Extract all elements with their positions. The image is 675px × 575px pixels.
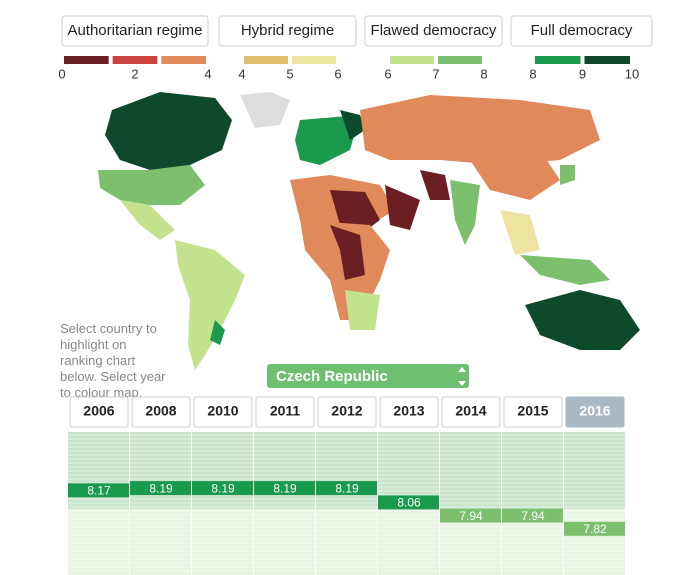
country-select[interactable]: Czech Republic <box>267 364 469 388</box>
legend-tick: 4 <box>238 66 245 81</box>
legend-tick: 6 <box>334 66 341 81</box>
band-lower <box>192 509 253 575</box>
year-label: 2008 <box>145 403 176 419</box>
legend-swatch <box>438 56 482 64</box>
band-upper <box>564 432 625 509</box>
band-upper <box>316 432 377 509</box>
score-bar <box>254 481 315 496</box>
score-label: 8.19 <box>211 481 235 495</box>
score-bar <box>68 483 129 498</box>
score-label: 8.19 <box>149 481 173 495</box>
legend-tick: 0 <box>58 66 65 81</box>
band-lower <box>254 509 315 575</box>
score-label: 8.19 <box>273 481 297 495</box>
year-button[interactable] <box>503 396 563 428</box>
legend-tick: 4 <box>204 66 211 81</box>
year-label: 2013 <box>393 403 424 419</box>
country-select-label[interactable]: Czech Republic <box>276 368 388 385</box>
legend-label: Hybrid regime <box>241 22 334 39</box>
score-label: 7.94 <box>521 509 545 523</box>
legend-swatch <box>390 56 434 64</box>
year-button[interactable] <box>69 396 129 428</box>
score-bar <box>192 481 253 496</box>
band-lower <box>68 509 129 575</box>
legend-button[interactable] <box>510 15 653 47</box>
year-button[interactable] <box>193 396 253 428</box>
year-button[interactable] <box>565 396 625 428</box>
year-button[interactable] <box>131 396 191 428</box>
band-lower <box>316 509 377 575</box>
year-label: 2006 <box>83 403 114 419</box>
band-upper <box>254 432 315 509</box>
year-label: 2010 <box>207 403 238 419</box>
legend-tick: 2 <box>131 66 138 81</box>
legend-swatch <box>64 56 109 64</box>
legend-button[interactable] <box>364 15 503 47</box>
score-label: 7.82 <box>583 522 607 536</box>
year-button[interactable] <box>255 396 315 428</box>
score-label: 8.17 <box>87 483 111 497</box>
score-label: 8.06 <box>397 496 421 510</box>
score-bar <box>440 508 501 523</box>
band-lower <box>564 509 625 575</box>
band-lower <box>378 509 439 575</box>
score-bar <box>502 508 563 523</box>
year-button[interactable] <box>317 396 377 428</box>
score-label: 8.19 <box>335 481 359 495</box>
legend-swatch <box>244 56 288 64</box>
legend-label: Flawed democracy <box>371 22 497 39</box>
legend-button[interactable] <box>218 15 357 47</box>
year-button[interactable] <box>441 396 501 428</box>
band-upper <box>130 432 191 509</box>
band-upper <box>192 432 253 509</box>
legend-swatch <box>584 56 630 64</box>
legend-label: Full democracy <box>531 22 633 39</box>
legend-tick: 7 <box>432 66 439 81</box>
score-bar <box>316 481 377 496</box>
legend-swatch <box>535 56 581 64</box>
year-label: 2011 <box>270 403 301 419</box>
band-upper <box>502 432 563 509</box>
year-label: 2016 <box>579 403 610 419</box>
legend-swatch <box>161 56 206 64</box>
score-label: 7.94 <box>459 509 483 523</box>
legend-tick: 6 <box>384 66 391 81</box>
legend-tick: 9 <box>579 66 586 81</box>
instructions-text: Select country to highlight on ranking cha… <box>60 321 166 400</box>
legend-tick: 8 <box>480 66 487 81</box>
band-upper <box>440 432 501 509</box>
world-map[interactable] <box>98 92 640 370</box>
score-bar <box>378 495 439 510</box>
legend-tick: 8 <box>529 66 536 81</box>
score-bar <box>564 521 625 536</box>
legend-button[interactable] <box>61 15 209 47</box>
score-bar <box>130 481 191 496</box>
year-button[interactable] <box>379 396 439 428</box>
band-lower <box>130 509 191 575</box>
legend-label: Authoritarian regime <box>67 22 202 39</box>
legend-tick: 10 <box>625 66 639 81</box>
year-label: 2012 <box>331 403 362 419</box>
legend-tick: 5 <box>286 66 293 81</box>
year-label: 2014 <box>455 403 486 419</box>
legend-swatch <box>112 56 158 64</box>
year-label: 2015 <box>517 403 548 419</box>
legend-swatch <box>292 56 336 64</box>
